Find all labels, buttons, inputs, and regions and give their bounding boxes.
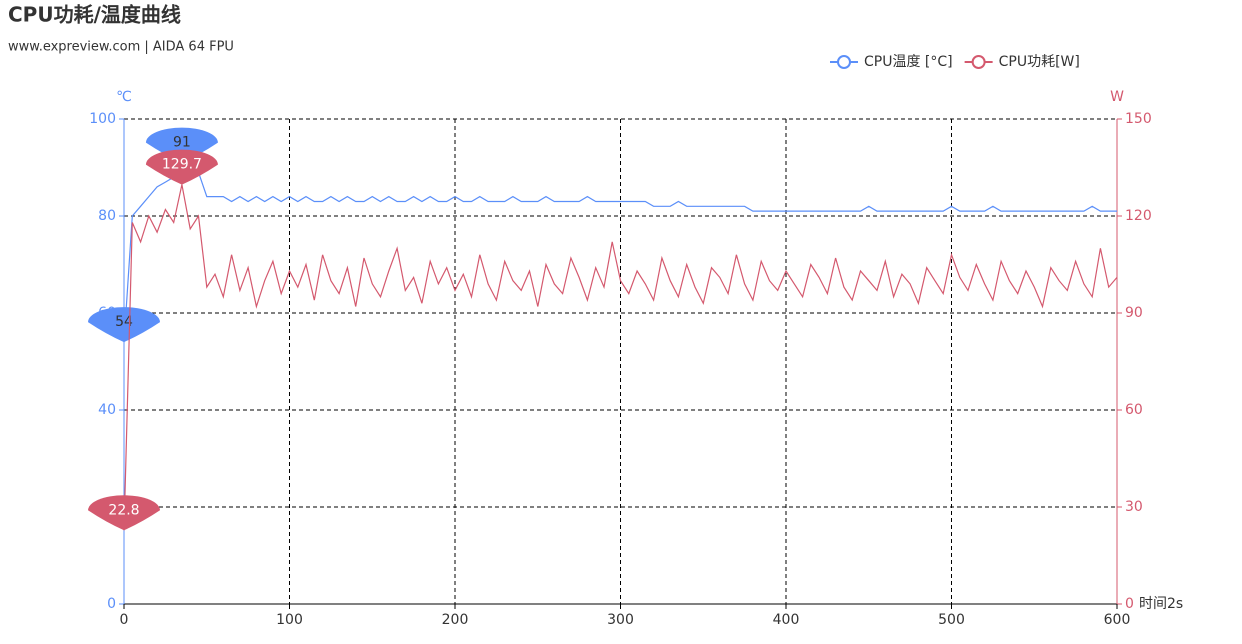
legend-label: CPU功耗[W] [999, 54, 1080, 70]
y-tick-label: 40 [98, 402, 116, 418]
legend-label: CPU温度 [°C] [864, 54, 953, 70]
legend-icon [971, 55, 986, 69]
y-tick-label: 0 [107, 596, 116, 612]
mark-label: 22.8 [108, 502, 139, 518]
y2-tick-label: 60 [1125, 402, 1143, 418]
x-tick-label: 500 [938, 612, 965, 628]
x-tick-label: 600 [1104, 612, 1131, 628]
legend-icon [837, 55, 851, 69]
chart-title: CPU功耗/温度曲线 [8, 3, 181, 27]
mark-label: 91 [173, 135, 191, 151]
y2-axis-title: W [1110, 89, 1124, 105]
y-tick-label: 80 [98, 208, 116, 224]
x-tick-label: 200 [442, 612, 469, 628]
x-tick-label: 400 [773, 612, 800, 628]
x-axis-title: 时间2s [1139, 596, 1183, 612]
mark-pin [88, 495, 160, 531]
y2-tick-label: 150 [1125, 111, 1152, 127]
mark-label: 54 [115, 314, 133, 330]
series-line [123, 161, 1117, 343]
mark-pin [145, 127, 218, 163]
x-tick-label: 300 [607, 612, 634, 628]
y2-tick-label: 120 [1125, 208, 1152, 224]
y-axis-title: ℃ [116, 89, 132, 105]
mark-label: 129.7 [162, 157, 202, 173]
y2-tick-label: 30 [1125, 499, 1143, 515]
series-line [123, 184, 1118, 531]
y-tick-label: 100 [89, 111, 116, 127]
x-tick-label: 100 [276, 612, 303, 628]
chart-subtitle: www.expreview.com | AIDA 64 FPU [8, 40, 234, 55]
y2-tick-label: 0 [1125, 596, 1134, 612]
mark-pin [145, 149, 218, 185]
mark-pin [88, 307, 160, 343]
x-tick-label: 0 [120, 612, 129, 628]
y2-tick-label: 90 [1125, 305, 1143, 321]
